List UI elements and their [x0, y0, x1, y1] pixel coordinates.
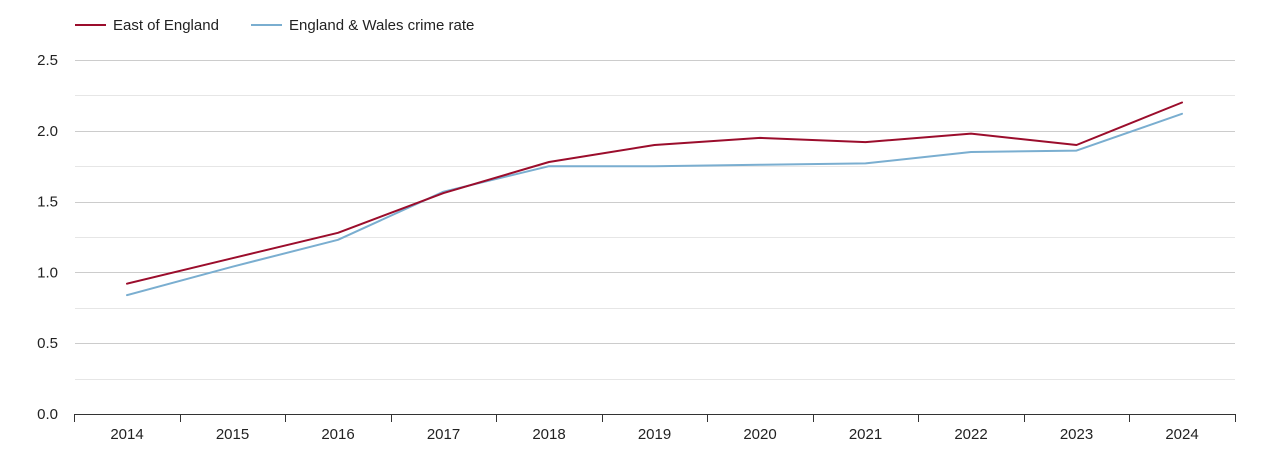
y-tick-label: 2.0 — [37, 123, 58, 140]
y-tick-label: 1.5 — [37, 194, 58, 211]
y-tick-label: 2.5 — [37, 52, 58, 69]
x-tick-label: 2017 — [427, 426, 460, 443]
legend: East of England England & Wales crime ra… — [75, 17, 474, 34]
x-tick-label: 2021 — [849, 426, 882, 443]
x-tick-label: 2016 — [321, 426, 354, 443]
gridlines — [75, 60, 1235, 380]
legend-label-england-wales-crime-rate: England & Wales crime rate — [289, 17, 474, 34]
y-tick-label: 1.0 — [37, 264, 58, 281]
x-tick-label: 2014 — [110, 426, 143, 443]
x-tick-label: 2019 — [638, 426, 671, 443]
y-tick-label: 0.0 — [37, 406, 58, 423]
x-tick-label: 2015 — [216, 426, 249, 443]
x-axis: 2014 2015 2016 2017 2018 2019 2020 2021 2022 2023… — [74, 414, 1236, 443]
x-tick-label: 2024 — [1165, 426, 1198, 443]
y-tick-label: 0.5 — [37, 335, 58, 352]
legend-label-east-of-england: East of England — [113, 17, 219, 34]
x-tick-label: 2023 — [1060, 426, 1093, 443]
series-line-england-wales-crime-rate — [126, 112, 1183, 297]
x-tick-label: 2018 — [532, 426, 565, 443]
x-tick-label: 2022 — [954, 426, 987, 443]
series-group — [126, 101, 1183, 297]
y-axis: 0.0 0.5 1.0 1.5 2.0 2.5 — [37, 52, 58, 423]
series-line-east-of-england — [126, 101, 1183, 285]
x-tick-label: 2020 — [743, 426, 776, 443]
